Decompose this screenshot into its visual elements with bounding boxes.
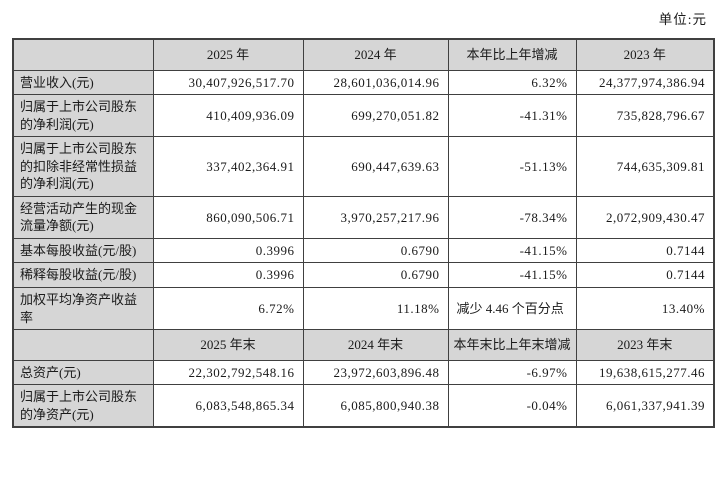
value-cell: 6,085,800,940.38 xyxy=(302,384,449,428)
value-cell: 6.72% xyxy=(152,287,304,331)
column-header: 2024 年末 xyxy=(302,329,449,361)
corner-header-cell xyxy=(12,329,154,361)
value-cell: -41.31% xyxy=(447,94,577,138)
table-row: 归属于上市公司股东的净利润(元) 410,409,936.09 699,270,05… xyxy=(12,94,715,138)
table-row: 归属于上市公司股东的净资产(元) 6,083,548,865.34 6,085,80… xyxy=(12,384,715,428)
value-cell: 28,601,036,014.96 xyxy=(302,69,449,96)
column-header: 2023 年末 xyxy=(575,329,715,361)
row-label: 加权平均净资产收益率 xyxy=(12,287,154,331)
value-cell: -41.15% xyxy=(447,262,577,289)
value-cell: 0.6790 xyxy=(302,237,449,264)
value-cell: 3,970,257,217.96 xyxy=(302,195,449,239)
value-cell: -51.13% xyxy=(447,136,577,197)
table-body: 2025 年 2024 年本年比上年增减 2023 年营业收入(元) 30,407,9… xyxy=(12,38,715,428)
value-cell: 13.40% xyxy=(575,287,715,331)
table-row: 基本每股收益(元/股) 0.3996 0.6790 -41.15% 0.7144 xyxy=(12,237,715,264)
value-cell: -6.97% xyxy=(447,359,577,386)
value-cell: 0.7144 xyxy=(575,237,715,264)
financial-summary-table: 2025 年 2024 年本年比上年增减 2023 年营业收入(元) 30,407,9… xyxy=(12,38,715,429)
value-cell: 6.32% xyxy=(447,69,577,96)
corner-header-cell xyxy=(12,38,154,71)
value-cell: 23,972,603,896.48 xyxy=(302,359,449,386)
value-cell: 6,061,337,941.39 xyxy=(575,384,715,428)
value-cell: 22,302,792,548.16 xyxy=(152,359,304,386)
value-cell: 6,083,548,865.34 xyxy=(152,384,304,428)
table-row: 归属于上市公司股东的扣除非经常性损益的净利润(元) 337,402,364.91 6… xyxy=(12,136,715,197)
value-cell: 690,447,639.63 xyxy=(302,136,449,197)
value-cell: 11.18% xyxy=(302,287,449,331)
row-label: 经营活动产生的现金流量净额(元) xyxy=(12,195,154,239)
column-header: 2025 年末 xyxy=(152,329,304,361)
table-row: 总资产(元) 22,302,792,548.16 23,972,603,896.48… xyxy=(12,359,715,386)
value-cell: 0.3996 xyxy=(152,237,304,264)
table-header-row: 2025 年末 2024 年末 本年末比上年末增减 2023 年末 xyxy=(12,329,715,361)
value-cell: 0.6790 xyxy=(302,262,449,289)
value-cell: -0.04% xyxy=(447,384,577,428)
row-label: 基本每股收益(元/股) xyxy=(12,237,154,264)
value-cell: 30,407,926,517.70 xyxy=(152,69,304,96)
value-cell: 减少 4.46 个百分点 xyxy=(447,287,577,331)
row-label: 稀释每股收益(元/股) xyxy=(12,262,154,289)
unit-label: 单位:元 xyxy=(658,12,707,27)
row-label: 归属于上市公司股东的净资产(元) xyxy=(12,384,154,428)
value-cell: 699,270,051.82 xyxy=(302,94,449,138)
value-cell: -78.34% xyxy=(447,195,577,239)
value-cell: 860,090,506.71 xyxy=(152,195,304,239)
column-header: 本年比上年增减 xyxy=(447,38,577,71)
row-label: 归属于上市公司股东的扣除非经常性损益的净利润(元) xyxy=(12,136,154,197)
value-cell: 744,635,309.81 xyxy=(575,136,715,197)
table-row: 营业收入(元) 30,407,926,517.70 28,601,036,014.9… xyxy=(12,69,715,96)
column-header: 2024 年 xyxy=(302,38,449,71)
value-cell: 19,638,615,277.46 xyxy=(575,359,715,386)
table-row: 经营活动产生的现金流量净额(元) 860,090,506.71 3,970,257,… xyxy=(12,195,715,239)
row-label: 归属于上市公司股东的净利润(元) xyxy=(12,94,154,138)
value-cell: 24,377,974,386.94 xyxy=(575,69,715,96)
value-cell: 2,072,909,430.47 xyxy=(575,195,715,239)
value-cell: 0.7144 xyxy=(575,262,715,289)
table-row: 稀释每股收益(元/股) 0.3996 0.6790 -41.15% 0.7144 xyxy=(12,262,715,289)
column-header: 本年末比上年末增减 xyxy=(447,329,577,361)
value-cell: -41.15% xyxy=(447,237,577,264)
value-cell: 337,402,364.91 xyxy=(152,136,304,197)
value-cell: 410,409,936.09 xyxy=(152,94,304,138)
table-row: 加权平均净资产收益率 6.72% 11.18% 减少 4.46 个百分点 13.40% xyxy=(12,287,715,331)
row-label: 营业收入(元) xyxy=(12,69,154,96)
value-cell: 735,828,796.67 xyxy=(575,94,715,138)
table-header-row: 2025 年 2024 年本年比上年增减 2023 年 xyxy=(12,38,715,71)
column-header: 2025 年 xyxy=(152,38,304,71)
value-cell: 0.3996 xyxy=(152,262,304,289)
column-header: 2023 年 xyxy=(575,38,715,71)
row-label: 总资产(元) xyxy=(12,359,154,386)
